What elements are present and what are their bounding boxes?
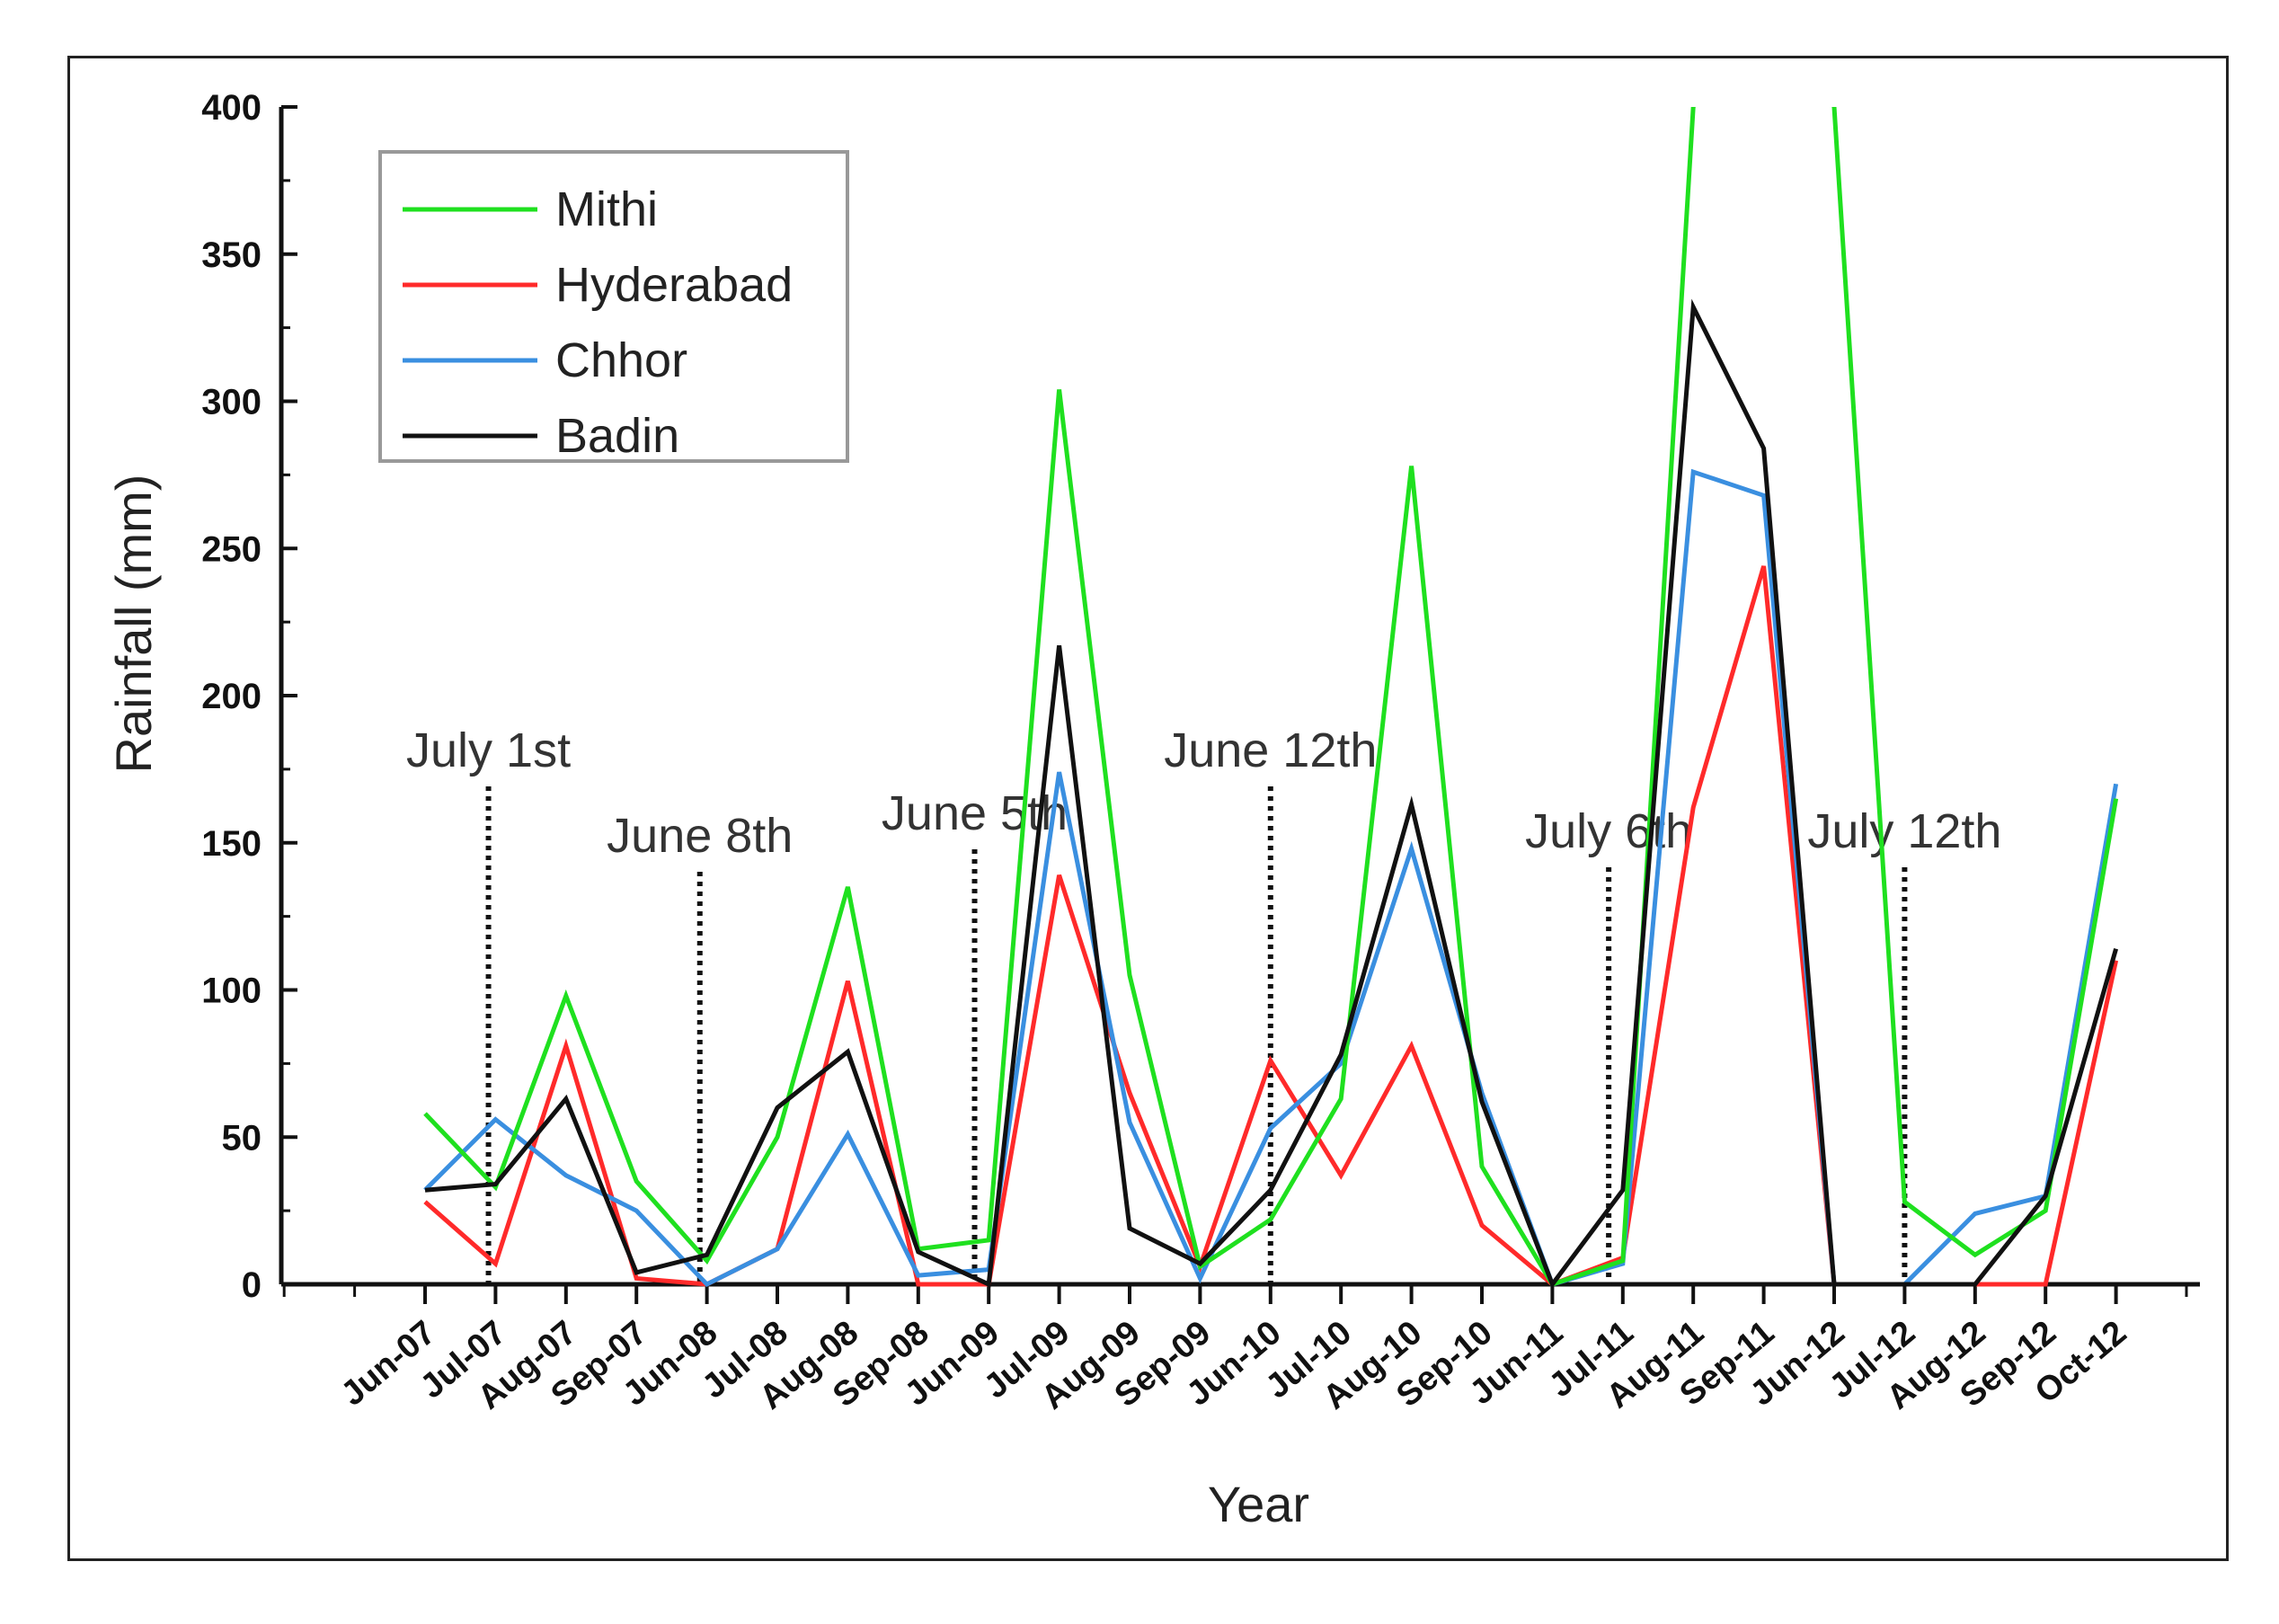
series-line-badin [424, 298, 2119, 1288]
event-label: July 6th [1525, 804, 1692, 858]
figure-frame: 0 50 100 150 200 250 300 350 400 Jun-07 Jul-07 Aug-… [67, 56, 2229, 1561]
series-line-mithi [423, 107, 2119, 1288]
legend-label: Hyderabad [555, 258, 793, 312]
x-tick-label: Jun-07 [334, 1314, 443, 1414]
y-tick-label: 400 [201, 88, 262, 128]
legend-label: Badin [555, 409, 679, 463]
event-label: July 12th [1807, 804, 2001, 858]
y-tick-label: 50 [222, 1118, 262, 1158]
x-axis-title: Year [1208, 1476, 1309, 1532]
event-label: July 1st [406, 723, 571, 777]
legend: Mithi Hyderabad Chhor Badin [378, 150, 849, 463]
y-tick-label: 150 [201, 824, 262, 864]
event-label: June 12th [1164, 723, 1377, 777]
y-axis-title: Rainfall (mm) [105, 475, 162, 774]
y-tick-label: 200 [201, 677, 262, 716]
y-tick-label: 250 [201, 529, 262, 569]
legend-label: Mithi [555, 182, 658, 236]
series-lines [423, 107, 2119, 1288]
y-tick-label: 0 [242, 1265, 262, 1305]
y-tick-label: 350 [201, 235, 262, 275]
event-label: June 8th [607, 809, 793, 863]
legend-label: Chhor [555, 333, 687, 387]
y-tick-label: 100 [201, 972, 262, 1011]
rainfall-line-chart: 050100150200250300350400Jun-07Jul-07Aug-… [105, 88, 2200, 1532]
y-tick-label: 300 [201, 383, 262, 422]
legend-box [378, 150, 849, 463]
